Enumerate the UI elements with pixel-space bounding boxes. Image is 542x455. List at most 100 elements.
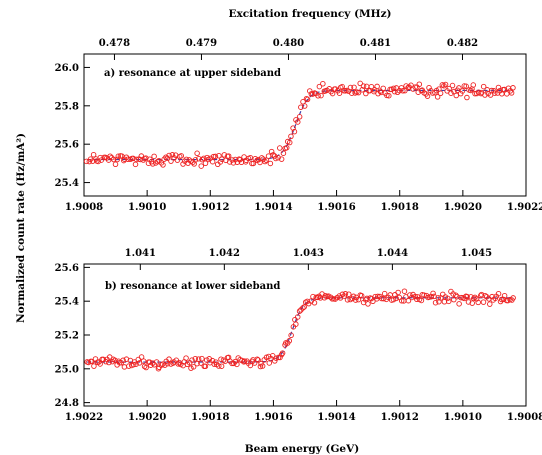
data-point-a xyxy=(416,81,423,87)
data-point-a xyxy=(424,93,431,99)
data-point-a xyxy=(470,82,477,88)
data-point-a xyxy=(463,83,469,90)
data-point-a xyxy=(115,153,122,160)
data-point-a xyxy=(133,156,140,163)
x-tick-label-a: 1.9022 xyxy=(507,202,542,213)
data-point-b xyxy=(218,363,225,369)
data-point-a xyxy=(480,83,487,90)
data-point-b xyxy=(190,364,197,370)
data-point-a xyxy=(265,153,272,159)
data-point-b xyxy=(370,298,376,305)
x2-tick-label-a: 0.481 xyxy=(360,38,391,49)
data-point-b xyxy=(120,357,126,364)
data-point-a xyxy=(151,153,157,160)
data-point-a xyxy=(359,87,365,93)
data-point-b xyxy=(464,293,470,300)
y-tick-label-b: 25.0 xyxy=(55,364,79,375)
x2-tick-label-b: 1.044 xyxy=(377,248,408,259)
data-point-a xyxy=(83,158,90,165)
data-point-b xyxy=(257,363,264,370)
data-point-b xyxy=(301,304,307,310)
data-point-a xyxy=(360,83,367,89)
data-point-a xyxy=(351,84,357,91)
data-point-a xyxy=(371,87,378,93)
data-point-b xyxy=(510,295,516,301)
x2-tick-label-b: 1.045 xyxy=(461,248,492,259)
data-point-b xyxy=(234,361,240,368)
data-point-b xyxy=(362,297,369,303)
data-point-a xyxy=(257,159,263,166)
data-point-a xyxy=(198,163,204,169)
data-point-b xyxy=(213,359,219,365)
data-point-b xyxy=(166,356,172,362)
data-point-a xyxy=(459,88,466,94)
data-point-a xyxy=(357,80,363,87)
data-point-b xyxy=(344,297,351,303)
data-point-b xyxy=(109,358,116,365)
data-point-a xyxy=(326,86,333,92)
data-point-a xyxy=(263,157,270,164)
data-point-b xyxy=(294,314,301,320)
data-point-a xyxy=(495,84,502,91)
data-point-b xyxy=(380,295,387,302)
panel-a-points-layer xyxy=(83,80,516,169)
data-point-a xyxy=(278,156,285,162)
data-point-a xyxy=(329,90,336,97)
data-point-b xyxy=(220,357,227,363)
data-point-a xyxy=(217,159,224,165)
data-point-a xyxy=(446,85,452,92)
data-point-a xyxy=(449,82,456,89)
data-point-b xyxy=(458,294,464,301)
data-point-a xyxy=(192,157,199,163)
data-point-b xyxy=(342,291,349,297)
data-point-a xyxy=(229,157,235,163)
x-tick-label-b: 1.9022 xyxy=(65,412,103,423)
data-point-a xyxy=(199,156,205,163)
data-point-a xyxy=(374,83,380,90)
data-point-b xyxy=(445,298,452,305)
data-point-a xyxy=(448,90,454,96)
data-point-a xyxy=(291,128,298,135)
data-point-b xyxy=(395,289,401,296)
data-point-b xyxy=(273,355,279,361)
data-point-b xyxy=(450,291,456,297)
data-point-a xyxy=(283,144,290,151)
data-point-a xyxy=(225,153,232,159)
data-point-b xyxy=(471,295,477,302)
data-point-a xyxy=(143,155,149,161)
data-point-a xyxy=(202,160,209,167)
panel-b-ticks: 1.9022 1.9020 1.9018 1.9016 1.9014 1.9012 1.90… xyxy=(55,248,542,423)
data-point-a xyxy=(216,152,222,159)
data-point-a xyxy=(114,156,120,163)
x-tick-label-a: 1.9012 xyxy=(191,202,229,213)
data-point-a xyxy=(267,160,274,167)
data-point-a xyxy=(468,87,474,94)
data-point-a xyxy=(491,90,498,96)
data-point-b xyxy=(279,350,286,356)
x-tick-label-a: 1.9010 xyxy=(128,202,166,213)
data-point-a xyxy=(97,154,104,161)
data-point-a xyxy=(149,161,156,167)
data-point-b xyxy=(106,359,112,366)
y-tick-label-a: 25.6 xyxy=(55,140,79,151)
data-point-a xyxy=(355,89,362,96)
y-tick-label-b: 24.8 xyxy=(55,398,79,409)
data-point-b xyxy=(91,363,97,369)
data-point-b xyxy=(158,362,165,368)
x-tick-label-b: 1.9018 xyxy=(191,412,229,423)
y-tick-label-b: 25.4 xyxy=(55,297,79,308)
panel-b-points-layer xyxy=(84,288,516,372)
data-point-a xyxy=(380,85,386,92)
data-point-b xyxy=(286,338,293,344)
data-point-a xyxy=(316,83,323,90)
panel-a-fit-layer xyxy=(87,89,514,161)
data-point-a xyxy=(275,154,281,161)
data-point-b xyxy=(183,355,189,361)
data-point-b xyxy=(288,332,294,339)
data-point-a xyxy=(210,153,217,160)
data-point-a xyxy=(307,88,313,94)
data-point-b xyxy=(456,301,462,307)
data-point-a xyxy=(166,152,172,159)
data-point-b xyxy=(472,294,478,301)
x2-tick-label-a: 0.478 xyxy=(99,38,130,49)
